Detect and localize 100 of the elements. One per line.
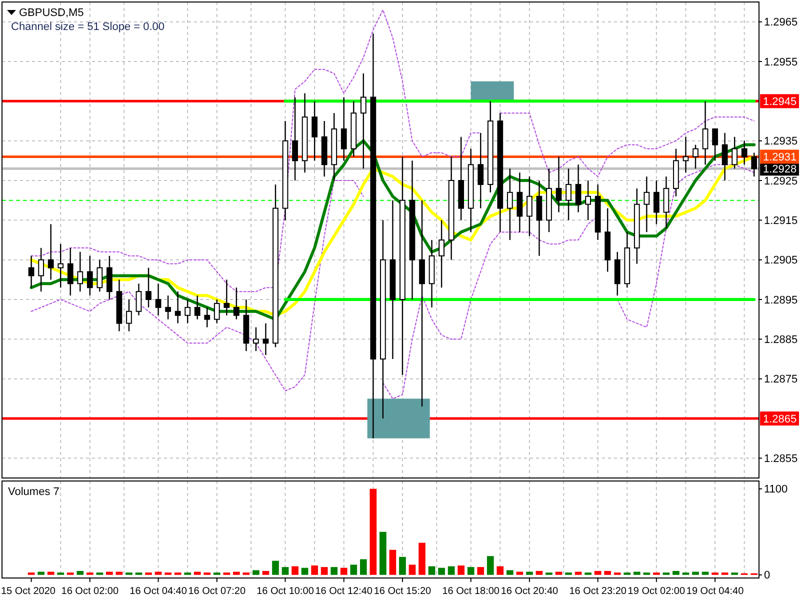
bar [301,568,308,575]
candlestick [663,176,670,229]
x-tick-label: 16 Oct 12:40 [315,586,373,597]
candlestick [136,283,142,316]
bar [458,565,464,575]
candlestick [253,326,259,352]
candlestick [28,255,34,288]
bar [320,567,328,575]
ref-line-label: 1.2945 [763,96,797,108]
candlestick [174,290,181,324]
candlestick [536,180,542,256]
ref-line-label: 1.2931 [763,152,797,164]
y-tick-label: 0 [764,570,770,582]
candlestick [506,168,513,241]
candlestick [58,243,64,288]
bar [477,567,484,575]
candlestick [155,283,162,316]
bar [350,564,358,575]
candlestick [478,132,484,209]
candlestick [682,136,689,174]
bar [330,567,338,575]
candlestick [556,156,562,213]
candlestick [516,172,523,233]
y-tick-label: 1100 [764,484,788,496]
candlestick [292,96,298,182]
bar [370,488,377,575]
y-tick-label: 1.2965 [764,16,798,29]
bar [252,570,260,575]
x-tick-label: 16 Oct 04:40 [130,586,188,597]
chart-title: Volumes 7 [8,486,60,498]
bar [76,570,84,575]
candlestick [732,136,738,170]
candlestick [653,180,660,225]
bar [399,556,406,575]
bar [438,568,445,575]
bar [340,568,348,575]
bar [633,572,640,575]
y-tick-label: 1.2895 [764,294,798,306]
bar [194,572,201,575]
candlestick [106,255,112,300]
bar [574,572,582,575]
candlestick [712,128,718,162]
candlestick [360,72,366,170]
y-tick-label: 1.2915 [764,215,798,228]
bar [448,566,455,575]
bar [292,566,298,575]
candlestick [692,144,698,170]
x-tick-label: 16 Oct 23:20 [569,586,627,597]
candlestick [262,322,269,356]
ref-line-label: 1.2928 [763,163,797,176]
bar [486,556,494,575]
bar [555,572,562,575]
candlestick [419,200,425,408]
candlestick [224,279,230,316]
candlestick [214,298,220,324]
candlestick [184,298,191,324]
candlestick [566,168,572,221]
candlestick [77,251,84,292]
candlestick [340,96,347,162]
candlestick [585,180,592,221]
candlestick [312,100,318,162]
bar [380,532,386,575]
x-tick-label: 19 Oct 04:40 [686,586,744,597]
candlestick [722,132,728,182]
x-tick-label: 16 Oct 02:00 [61,586,119,597]
y-tick-label: 1.2855 [764,453,798,466]
bar [516,572,524,575]
x-tick-label: 16 Oct 20:40 [500,586,559,597]
bar [282,567,289,575]
bar [262,570,270,575]
chart-title: GBPUSD,M5 [19,7,84,19]
bar [506,570,514,575]
bar [428,566,436,575]
candlestick [204,306,210,328]
bar [233,572,240,575]
candlestick [126,298,132,332]
bar [311,565,318,575]
candlestick [233,287,240,320]
bar [389,550,396,575]
candlestick [526,176,532,237]
x-tick-label: 16 Oct 18:00 [442,586,500,597]
candlestick [741,140,748,166]
bar [604,570,612,575]
bar [47,572,54,575]
bar [467,567,474,575]
candlestick [644,176,650,233]
bar [536,570,543,575]
bar [154,572,162,575]
candlestick [146,267,152,308]
x-tick-label: 19 Oct 02:00 [628,586,686,597]
x-tick-label: 15 Oct 2020 [1,586,56,597]
x-tick-label: 16 Oct 15:20 [374,586,432,597]
candlestick [165,294,171,320]
y-tick-label: 1.2905 [764,254,798,267]
bar [38,572,44,575]
bar [496,566,504,575]
x-tick-label: 16 Oct 07:20 [188,586,246,597]
candlestick [48,224,54,280]
bar [526,572,533,575]
x-tick-label: 16 Oct 10:00 [256,586,314,597]
